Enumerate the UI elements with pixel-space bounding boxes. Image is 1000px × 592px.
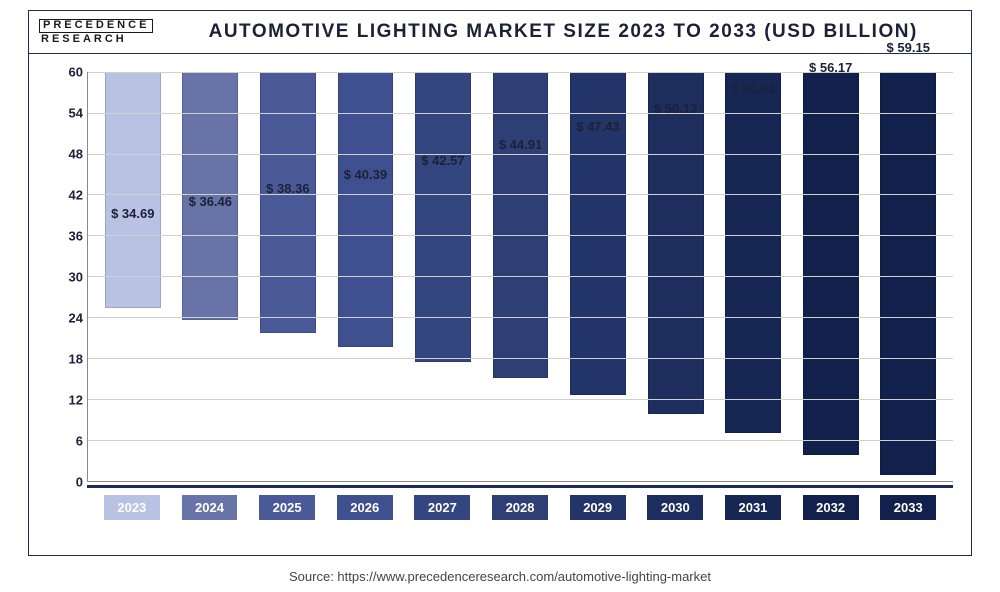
xlabel: 2027 — [414, 495, 470, 520]
bar-value-label: $ 42.57 — [421, 153, 464, 172]
xlabel: 2025 — [259, 495, 315, 520]
xlabel-cell: 2032 — [792, 490, 870, 526]
chart-body: $ 34.69$ 36.46$ 38.36$ 40.39$ 42.57$ 44.… — [29, 54, 971, 544]
ytick-label: 48 — [57, 146, 83, 161]
gridline — [88, 358, 953, 359]
gridline — [88, 113, 953, 114]
xlabel: 2026 — [337, 495, 393, 520]
bar — [493, 72, 549, 378]
xlabel-cell: 2026 — [326, 490, 404, 526]
xlabel: 2031 — [725, 495, 781, 520]
xlabel-cell: 2028 — [481, 490, 559, 526]
logo: PRECEDENCE RESEARCH — [39, 19, 153, 45]
gridline — [88, 235, 953, 236]
bar — [880, 72, 936, 475]
gridline — [88, 276, 953, 277]
ytick-label: 12 — [57, 392, 83, 407]
bar — [105, 72, 161, 308]
bar — [725, 72, 781, 433]
ytick-label: 60 — [57, 64, 83, 79]
xlabel: 2024 — [182, 495, 238, 520]
gridline — [88, 154, 953, 155]
xlabel-cell: 2024 — [171, 490, 249, 526]
xlabel-cell: 2030 — [636, 490, 714, 526]
bar-value-label: $ 34.69 — [111, 206, 154, 225]
gridline — [88, 440, 953, 441]
xlabel: 2029 — [570, 495, 626, 520]
ytick-label: 24 — [57, 310, 83, 325]
xlabel-cell: 2027 — [404, 490, 482, 526]
chart-frame: PRECEDENCE RESEARCH AUTOMOTIVE LIGHTING … — [28, 10, 972, 556]
xlabel: 2023 — [104, 495, 160, 520]
gridline — [88, 194, 953, 195]
ytick-label: 30 — [57, 269, 83, 284]
ytick-label: 54 — [57, 105, 83, 120]
bar-value-label: $ 50.13 — [654, 101, 697, 120]
bar-value-label: $ 53.03 — [731, 81, 774, 100]
bar — [415, 72, 471, 362]
logo-bottom: RESEARCH — [39, 35, 127, 45]
bar-value-label: $ 56.17 — [809, 60, 852, 79]
gridline — [88, 72, 953, 73]
ytick-label: 6 — [57, 433, 83, 448]
bar — [648, 72, 704, 414]
bar-value-label: $ 36.46 — [189, 194, 232, 213]
ytick-label: 36 — [57, 228, 83, 243]
xlabel: 2028 — [492, 495, 548, 520]
bar — [803, 72, 859, 455]
xlabel: 2030 — [647, 495, 703, 520]
xlabel-cell: 2023 — [93, 490, 171, 526]
source-text: Source: https://www.precedenceresearch.c… — [0, 569, 1000, 584]
gridline — [88, 317, 953, 318]
xlabel: 2032 — [803, 495, 859, 520]
bar-value-label: $ 47.43 — [576, 119, 619, 138]
xlabel-cell: 2025 — [248, 490, 326, 526]
xlabel-cell: 2033 — [869, 490, 947, 526]
xaxis-row: 2023 2024 2025 2026 2027 2028 2029 2030 2031 2032… — [87, 490, 953, 526]
ytick-label: 0 — [57, 474, 83, 489]
logo-top: PRECEDENCE — [39, 19, 153, 33]
bar-value-label: $ 40.39 — [344, 167, 387, 186]
gridline — [88, 399, 953, 400]
ytick-label: 18 — [57, 351, 83, 366]
ytick-label: 42 — [57, 187, 83, 202]
xlabel-cell: 2029 — [559, 490, 637, 526]
xlabel-cell: 2031 — [714, 490, 792, 526]
bar-value-label: $ 38.36 — [266, 181, 309, 200]
bar-value-label: $ 59.15 — [887, 40, 930, 59]
title-bar: PRECEDENCE RESEARCH AUTOMOTIVE LIGHTING … — [29, 11, 971, 54]
plot-area: $ 34.69$ 36.46$ 38.36$ 40.39$ 42.57$ 44.… — [87, 72, 953, 482]
xlabel: 2033 — [880, 495, 936, 520]
chart-title: AUTOMOTIVE LIGHTING MARKET SIZE 2023 TO … — [165, 21, 961, 43]
xaxis-divider — [87, 485, 953, 488]
bar — [260, 72, 316, 333]
